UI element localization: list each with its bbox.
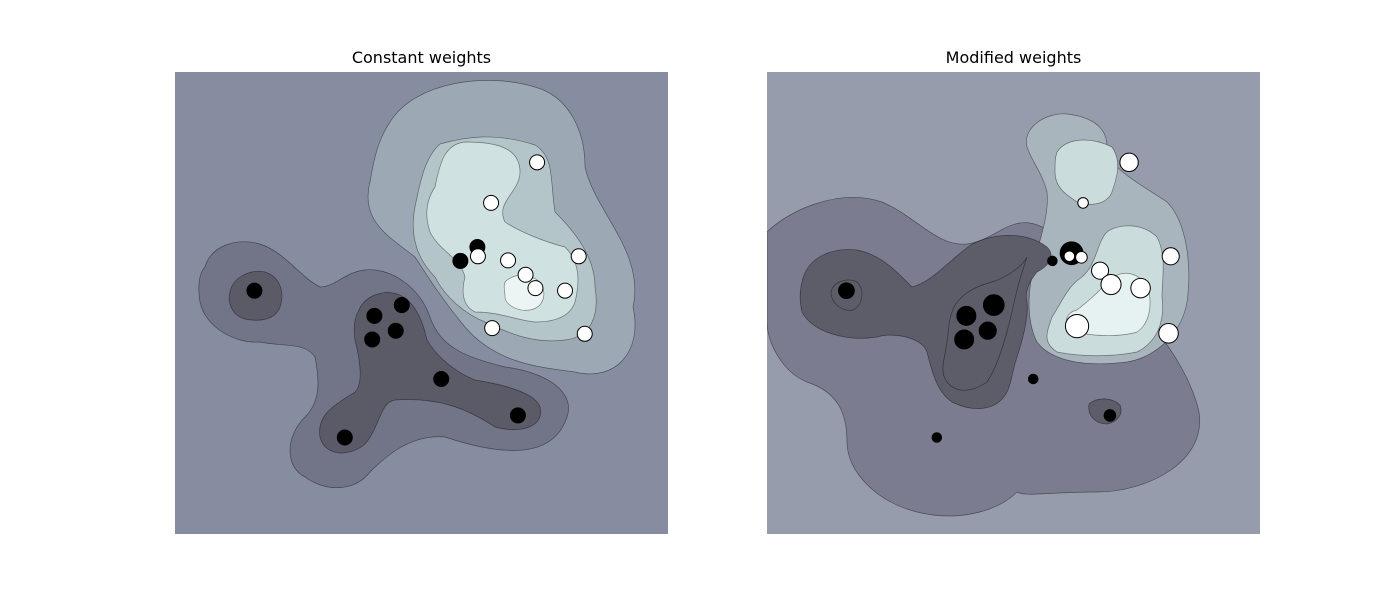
scatter-point-class-0 [838, 282, 855, 300]
scatter-point-class-0 [1103, 409, 1117, 422]
scatter-point-class-1 [484, 320, 501, 337]
scatter-point-class-1 [1130, 277, 1151, 299]
scatter-point-class-1 [1100, 273, 1122, 296]
scatter-point-class-0 [387, 322, 404, 339]
plot-area-0 [175, 72, 668, 534]
scatter-point-class-1 [500, 252, 517, 269]
scatter-point-class-0 [978, 321, 997, 340]
scatter-point-class-1 [1077, 197, 1089, 209]
scatter-point-class-0 [956, 305, 977, 326]
scatter-point-class-1 [1161, 247, 1180, 266]
scatter-point-class-1 [557, 282, 574, 299]
chart-title-modified: Modified weights [945, 48, 1082, 67]
scatter-point-class-0 [433, 370, 450, 387]
contour-group-0 [175, 72, 668, 534]
scatter-point-class-1 [527, 280, 544, 297]
scatter-point-class-0 [246, 282, 263, 299]
scatter-point-class-0 [393, 297, 410, 314]
scatter-point-class-0 [982, 294, 1005, 316]
scatter-point-class-1 [1158, 323, 1179, 344]
scatter-point-class-0 [452, 252, 469, 269]
scatter-point-class-0 [509, 407, 526, 424]
contour-group-1 [767, 72, 1260, 534]
scatter-point-class-1 [469, 248, 486, 265]
scatter-point-class-1 [517, 266, 534, 283]
contour-region [1054, 139, 1119, 205]
scatter-point-class-0 [954, 329, 975, 350]
scatter-point-class-0 [931, 432, 943, 443]
scatter-point-class-1 [483, 194, 500, 211]
scatter-point-class-1 [570, 248, 587, 265]
chart-title-constant: Constant weights [351, 48, 492, 67]
scatter-point-class-1 [529, 154, 546, 171]
plot-area-1 [767, 72, 1260, 534]
scatter-point-class-1 [1090, 261, 1110, 280]
scatter-point-class-0 [1047, 255, 1058, 267]
scatter-point-class-1 [1119, 152, 1139, 173]
scatter-point-class-1 [1063, 250, 1076, 263]
contour-region [426, 141, 579, 323]
scatter-point-class-0 [1027, 373, 1039, 385]
scatter-point-class-1 [576, 325, 593, 342]
scatter-point-class-0 [336, 429, 353, 446]
scatter-point-class-0 [364, 331, 381, 348]
scatter-point-class-0 [366, 307, 383, 324]
scatter-point-class-1 [1064, 313, 1090, 339]
scatter-point-class-1 [1075, 251, 1088, 264]
